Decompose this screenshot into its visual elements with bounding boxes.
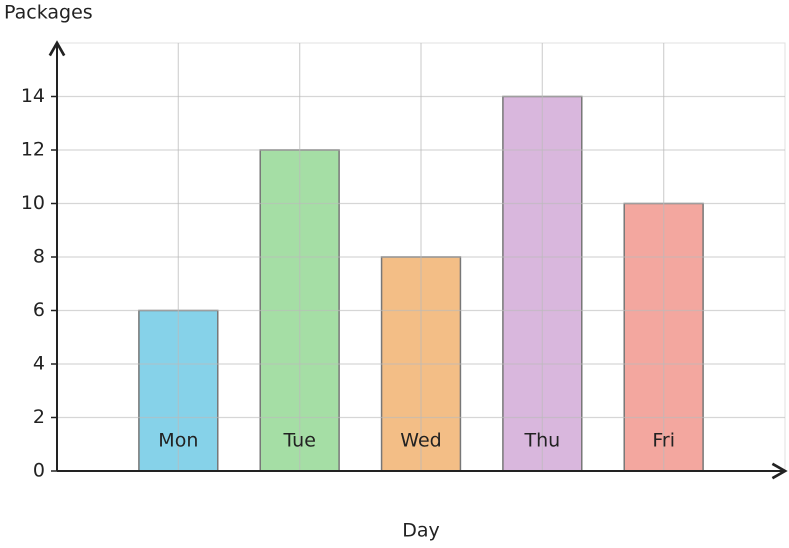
category-label: Thu xyxy=(523,430,560,452)
y-tick-label: 8 xyxy=(33,246,45,268)
y-tick-label: 0 xyxy=(33,460,45,482)
category-label: Fri xyxy=(652,430,675,452)
y-tick-label: 6 xyxy=(33,299,45,321)
y-tick-label: 2 xyxy=(33,406,45,428)
category-label: Wed xyxy=(400,430,441,452)
y-tick-label: 12 xyxy=(21,139,45,161)
y-tick-label: 10 xyxy=(21,192,45,214)
y-tick-label: 4 xyxy=(33,353,45,375)
category-label: Mon xyxy=(158,430,198,452)
category-label: Tue xyxy=(282,430,315,452)
y-tick-label: 14 xyxy=(21,85,45,107)
x-axis-label: Day xyxy=(402,520,440,542)
y-axis-label: Packages xyxy=(4,2,93,24)
